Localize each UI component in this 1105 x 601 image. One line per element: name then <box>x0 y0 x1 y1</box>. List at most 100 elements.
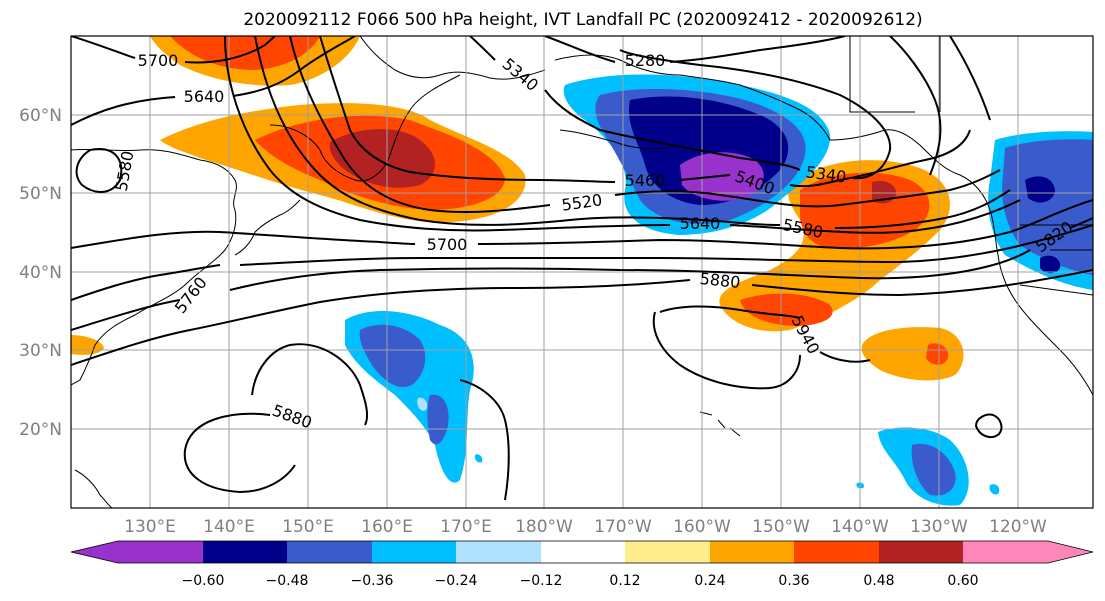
contour-label: 5640 <box>184 87 225 106</box>
height-contours <box>71 36 1093 501</box>
shade-neg-northwest-us-4 <box>1040 255 1061 274</box>
colorbar-segment <box>794 541 879 563</box>
lon-tick-label: 150°E <box>282 517 334 537</box>
shade-neg-central-pacific-3 <box>427 394 449 445</box>
colorbar-segment <box>710 541 794 563</box>
contour-5400 <box>789 129 971 188</box>
coastlines <box>71 36 1093 508</box>
shade-pos-ne-pacific-inner <box>800 172 930 249</box>
shade-neg-northwest-us-3 <box>1025 176 1055 203</box>
colorbar-segment <box>879 541 963 563</box>
graticule <box>71 36 1093 508</box>
lon-tick-label: 180°W <box>515 517 573 537</box>
contour-5880-east <box>652 311 801 390</box>
coast-us-border <box>1019 224 1093 296</box>
colorbar-extend-high <box>1048 541 1093 563</box>
colorbar-tick-label: −0.24 <box>435 573 478 589</box>
coast-philippines <box>74 469 113 508</box>
coast-siberia <box>359 36 546 80</box>
longitude-tick-labels: 130°E 140°E 150°E 160°E 170°E 180°W 170°… <box>124 517 1047 537</box>
lon-tick-label: 130°E <box>124 517 176 537</box>
shade-neg-northwest-us-2 <box>1002 139 1093 275</box>
shade-neg-central-pacific-4 <box>417 397 428 411</box>
contour-label: 5700 <box>138 51 179 70</box>
shade-neg-small-3 <box>474 454 483 463</box>
shade-pos-north-edge-inner <box>170 36 320 70</box>
contour-label: 5460 <box>625 171 666 190</box>
colorbar-segment <box>203 541 287 563</box>
map-frame <box>70 35 1094 509</box>
colorbar-tick-label: −0.48 <box>266 573 309 589</box>
colorbar-segment <box>625 541 710 563</box>
contour-5880-south <box>183 343 369 494</box>
colorbar-tick-label: 0.36 <box>778 573 809 589</box>
coast-japan <box>234 199 301 256</box>
shade-neg-southeast-2 <box>911 443 956 496</box>
colorbar-tick-label: −0.60 <box>182 573 225 589</box>
contour-5280 <box>544 36 846 63</box>
contour-labels: 5700 5640 5340 5280 5580 5460 5400 5520 … <box>112 51 1077 432</box>
contour-5340 <box>469 36 892 180</box>
colorbar-tick-label: 0.48 <box>863 573 894 589</box>
shade-neg-central-pacific-2 <box>359 324 426 388</box>
contour-small-ring <box>974 413 1003 439</box>
colorbar-tick-labels: −0.60 −0.48 −0.36 −0.24 −0.12 0.12 0.24 … <box>182 573 979 589</box>
lon-tick-label: 160°W <box>673 517 731 537</box>
colorbar-segment <box>456 541 541 563</box>
colorbar-tick-label: 0.60 <box>947 573 978 589</box>
contour-5880-main <box>71 269 1093 366</box>
contour-label: 5880 <box>699 269 741 292</box>
lon-tick-label: 140°W <box>831 517 889 537</box>
lat-tick-label: 40°N <box>19 263 62 283</box>
contour-5880-loop <box>459 379 510 501</box>
colorbar-segment <box>287 541 372 563</box>
lat-tick-label: 60°N <box>19 106 62 126</box>
colorbar-tick-label: −0.36 <box>351 573 394 589</box>
contour-5520 <box>289 36 1001 214</box>
lon-tick-label: 130°W <box>910 517 968 537</box>
contour-5460 <box>319 36 731 183</box>
shade-pos-east-blob-core <box>926 343 949 365</box>
colorbar-segment <box>372 541 456 563</box>
contour-5640-central <box>224 36 1021 234</box>
colorbar-segment <box>963 541 1048 563</box>
figure-title: 2020092112 F066 500 hPa height, IVT Land… <box>243 10 922 30</box>
lat-tick-label: 30°N <box>19 341 62 361</box>
contour-5940 <box>659 305 871 363</box>
colorbar-tick-label: 0.12 <box>609 573 640 589</box>
lat-tick-label: 50°N <box>19 184 62 204</box>
contour-5700-central <box>71 199 1093 250</box>
lon-tick-label: 160°E <box>361 517 413 537</box>
map-area: 5700 5640 5340 5280 5580 5460 5400 5520 … <box>71 36 1093 508</box>
lat-tick-label: 20°N <box>19 420 62 440</box>
contour-5580-west <box>75 148 123 193</box>
colorbar-tick-label: 0.24 <box>694 573 725 589</box>
contour-label: 5700 <box>427 235 468 254</box>
coast-aleutians <box>559 129 669 150</box>
lon-tick-label: 150°W <box>752 517 810 537</box>
coast-alaska <box>554 54 1093 396</box>
coast-canada-interior <box>849 36 941 113</box>
colorbar-segment <box>541 541 625 563</box>
contour-east-vertical <box>889 36 991 176</box>
colorbar-segment <box>118 541 203 563</box>
lon-tick-label: 120°W <box>989 517 1047 537</box>
lon-tick-label: 140°E <box>203 517 255 537</box>
shade-neg-small-1 <box>989 484 1000 495</box>
colorbar-tick-label: −0.12 <box>520 573 563 589</box>
latitude-tick-labels: 60°N 50°N 40°N 30°N 20°N <box>19 106 62 440</box>
contour-5700-north <box>71 36 276 64</box>
contour-5820 <box>71 217 1093 331</box>
colorbar <box>70 540 1094 564</box>
lon-tick-label: 170°E <box>440 517 492 537</box>
coast-kamchatka <box>269 74 461 182</box>
contour-label: 5280 <box>625 51 666 70</box>
contour-5760 <box>71 224 1093 301</box>
shade-pos-east-blob <box>861 327 964 381</box>
contour-5580-central <box>254 36 1011 229</box>
contour-label: 5640 <box>680 214 721 233</box>
colorbar-extend-low <box>71 541 118 563</box>
lon-tick-label: 170°W <box>594 517 652 537</box>
colorbar-outline <box>70 540 1094 564</box>
